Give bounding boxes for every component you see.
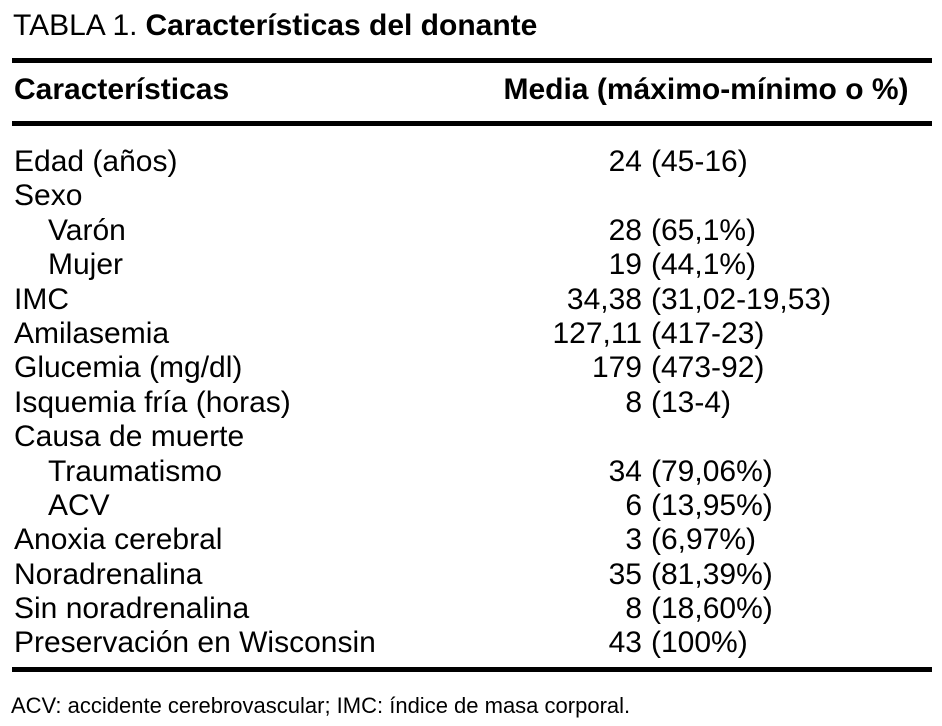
row-mean-value: 6 bbox=[625, 488, 642, 522]
row-label: Preservación en Wisconsin bbox=[14, 626, 376, 660]
row-mean-value: 19 bbox=[608, 248, 642, 282]
row-value: 19 (44,1%) bbox=[480, 248, 756, 282]
row-mean-value: 8 bbox=[625, 592, 642, 626]
row-value: 43 (100%) bbox=[480, 626, 748, 660]
table-caption: Características del donante bbox=[145, 9, 538, 42]
row-range-value: (65,1%) bbox=[651, 213, 757, 247]
row-mean-value: 28 bbox=[608, 213, 642, 247]
row-mean-value: 127,11 bbox=[552, 316, 642, 350]
bottom-rule bbox=[12, 667, 932, 672]
row-label: Glucemia (mg/dl) bbox=[14, 351, 243, 385]
table-row: Isquemia fría (horas) 8 (13-4) bbox=[0, 386, 942, 420]
row-mean-value: 179 bbox=[591, 351, 642, 385]
row-value: 127,11 (417-23) bbox=[480, 317, 764, 351]
row-label: Sexo bbox=[14, 179, 83, 213]
row-range-value: (13,95%) bbox=[651, 488, 773, 522]
column-header-caracteristicas: Características bbox=[14, 73, 230, 106]
row-value: 8 (13-4) bbox=[480, 386, 731, 420]
row-value bbox=[480, 420, 651, 454]
row-value: 179 (473-92) bbox=[480, 351, 764, 385]
table-row: Glucemia (mg/dl) 179 (473-92) bbox=[0, 351, 942, 385]
row-label: ACV bbox=[48, 488, 110, 522]
row-range-value: (79,06%) bbox=[651, 454, 773, 488]
row-value: 24 (45-16) bbox=[480, 145, 748, 179]
row-value bbox=[480, 179, 651, 213]
column-header-media: Media (máximo-mínimo o %) bbox=[503, 73, 909, 106]
row-range-value: (100%) bbox=[651, 626, 748, 660]
table-number: TABLA 1. bbox=[13, 9, 138, 42]
row-mean-value: 34,38 bbox=[566, 282, 642, 316]
row-mean-value: 8 bbox=[625, 385, 642, 419]
row-value: 28 (65,1%) bbox=[480, 214, 756, 248]
row-mean-value: 43 bbox=[608, 626, 642, 660]
row-label: Traumatismo bbox=[48, 454, 222, 488]
table-footnote: ACV: accidente cerebrovascular; IMC: índ… bbox=[11, 693, 631, 718]
row-value: 8 (18,60%) bbox=[480, 592, 773, 626]
table-row: Amilasemia 127,11 (417-23) bbox=[0, 317, 942, 351]
row-range-value: (417-23) bbox=[651, 316, 765, 350]
row-mean-value: 24 bbox=[608, 145, 642, 178]
table-row: Causa de muerte bbox=[0, 420, 942, 454]
table-row: Sin noradrenalina 8 (18,60%) bbox=[0, 592, 942, 626]
row-label: Isquemia fría (horas) bbox=[14, 385, 291, 419]
row-mean-value: 3 bbox=[625, 523, 642, 557]
row-label: Noradrenalina bbox=[14, 557, 203, 591]
table-row: IMC 34,38 (31,02-19,53) bbox=[0, 283, 942, 317]
table-row: Sexo bbox=[0, 179, 942, 213]
row-range-value: (13-4) bbox=[651, 385, 732, 419]
row-range-value: (31,02-19,53) bbox=[651, 282, 832, 316]
table-row: Anoxia cerebral 3 (6,97%) bbox=[0, 523, 942, 557]
table-row: Preservación en Wisconsin 43 (100%) bbox=[0, 626, 942, 660]
row-label: Sin noradrenalina bbox=[14, 592, 250, 626]
row-value: 3 (6,97%) bbox=[480, 523, 756, 557]
row-label: Amilasemia bbox=[14, 316, 170, 350]
row-mean-value: 35 bbox=[608, 557, 642, 591]
header-rule bbox=[12, 121, 932, 126]
row-label: Edad (años) bbox=[14, 145, 178, 178]
row-range-value: (44,1%) bbox=[651, 248, 757, 282]
table-row: Traumatismo 34 (79,06%) bbox=[0, 455, 942, 489]
row-label: Mujer bbox=[48, 248, 124, 282]
table-row: Mujer 19 (44,1%) bbox=[0, 248, 942, 282]
row-label: IMC bbox=[14, 282, 69, 316]
row-value: 34,38 (31,02-19,53) bbox=[480, 283, 831, 317]
table-row: Varón 28 (65,1%) bbox=[0, 214, 942, 248]
row-range-value: (473-92) bbox=[651, 351, 765, 385]
table-row: Edad (años) 24 (45-16) bbox=[0, 145, 942, 179]
row-range-value: (6,97%) bbox=[651, 523, 757, 557]
table-row: ACV 6 (13,95%) bbox=[0, 489, 942, 523]
row-range-value: (45-16) bbox=[651, 145, 748, 178]
table-body: Edad (años) 24 (45-16) Sexo Varón 28 (65,1… bbox=[0, 145, 942, 661]
row-value: 35 (81,39%) bbox=[480, 558, 773, 592]
row-value: 6 (13,95%) bbox=[480, 488, 773, 523]
row-label: Causa de muerte bbox=[14, 420, 245, 454]
top-rule bbox=[12, 58, 932, 63]
table-title: TABLA 1. Características del donante bbox=[13, 9, 537, 43]
row-value: 34 (79,06%) bbox=[480, 455, 773, 489]
row-range-value: (81,39%) bbox=[651, 557, 773, 591]
row-label: Varón bbox=[48, 213, 126, 247]
row-label: Anoxia cerebral bbox=[14, 523, 223, 557]
row-range-value: (18,60%) bbox=[651, 592, 773, 626]
row-mean-value: 34 bbox=[608, 454, 642, 488]
table-row: Noradrenalina 35 (81,39%) bbox=[0, 558, 942, 592]
